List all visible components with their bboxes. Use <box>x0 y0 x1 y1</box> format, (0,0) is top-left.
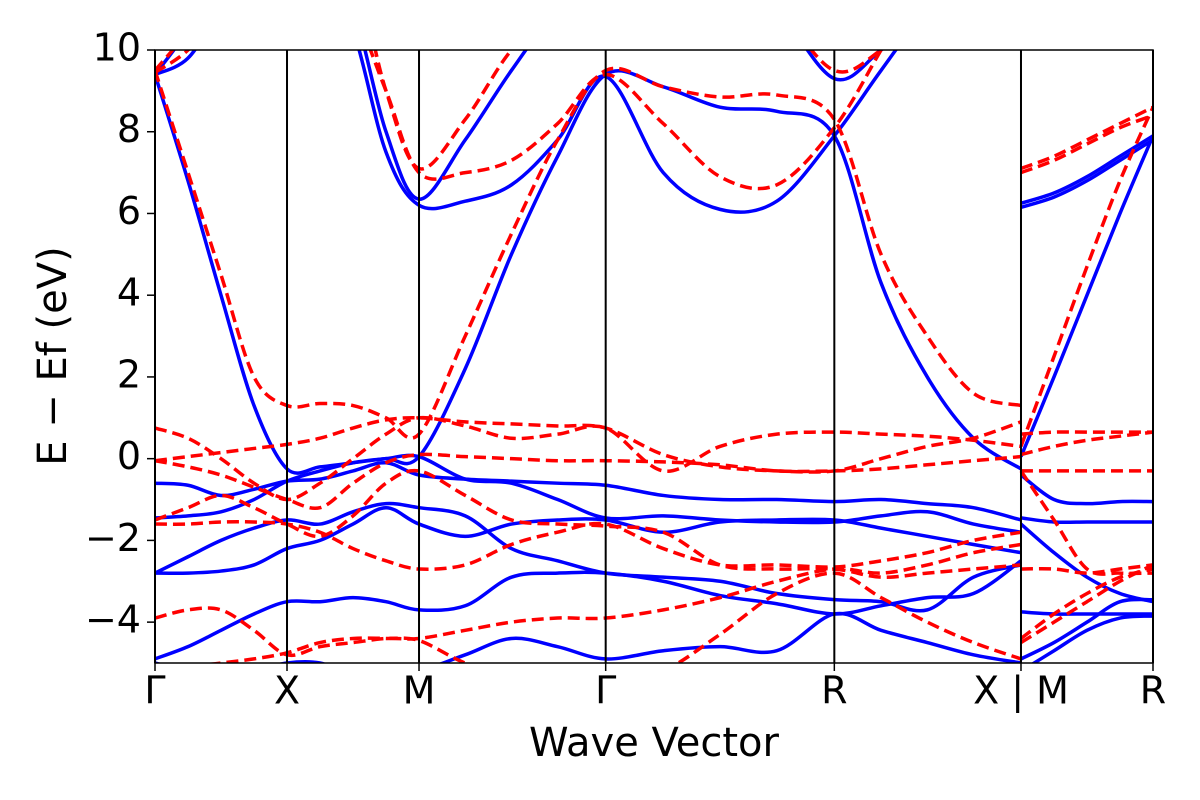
band-line <box>155 452 1153 511</box>
y-tick-label: −2 <box>85 516 141 560</box>
band-line <box>155 50 1153 171</box>
x-tick-label: R <box>1140 669 1166 713</box>
x-axis-label: Wave Vector <box>529 720 780 766</box>
bands <box>155 50 1153 663</box>
y-tick-label: 4 <box>117 271 141 315</box>
y-axis-label: E − Ef (eV) <box>30 246 76 465</box>
x-tick-label: X <box>274 669 300 713</box>
x-tick-label: R <box>821 669 847 713</box>
band-line <box>155 505 1153 604</box>
band-line <box>155 50 1153 191</box>
y-tick-label: 0 <box>117 434 141 478</box>
band-line <box>155 559 1153 661</box>
band-line <box>155 453 1153 534</box>
y-tick-label: 10 <box>93 26 141 70</box>
x-tick-label: M <box>403 669 436 713</box>
band-line <box>155 50 1153 214</box>
band-line <box>206 563 1153 663</box>
y-tick-label: 6 <box>117 189 141 233</box>
band-line <box>155 461 1153 522</box>
band-line <box>155 69 1153 475</box>
x-tick-label: Γ <box>595 669 616 713</box>
y-tick-label: 2 <box>117 352 141 396</box>
x-tick-label: X | M <box>973 669 1069 714</box>
band-line <box>155 501 1153 616</box>
band-line <box>155 520 1153 575</box>
band-line <box>155 66 1153 448</box>
y-tick-label: −4 <box>85 598 141 642</box>
band-line <box>155 468 1153 580</box>
plot-frame <box>154 49 1154 664</box>
x-tick-label: Γ <box>144 669 165 713</box>
band-line <box>155 50 1153 205</box>
y-tick-label: 8 <box>117 107 141 151</box>
band-line <box>155 611 1153 663</box>
band-line <box>155 415 1153 474</box>
